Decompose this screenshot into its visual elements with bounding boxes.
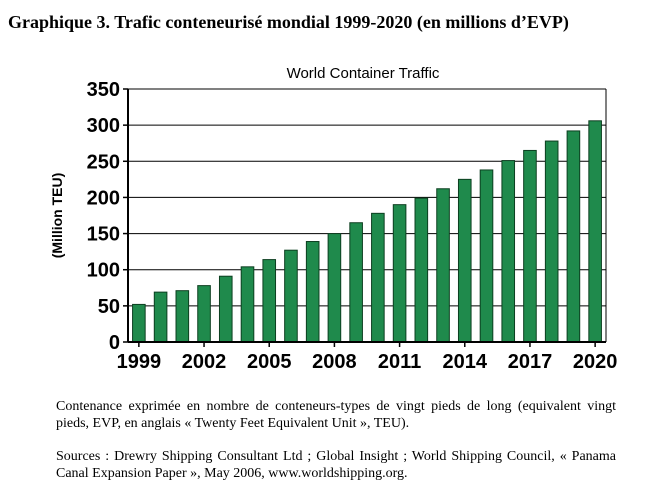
y-tick-label: 150 (87, 224, 120, 246)
bar-2013 (436, 188, 450, 343)
bar-2007 (305, 241, 320, 343)
bar-2006 (284, 249, 298, 343)
y-tick-label: 0 (109, 332, 120, 354)
y-axis-label: (Million TEU) (49, 173, 65, 259)
caption-units: Contenance exprimée en nombre de contene… (56, 399, 616, 431)
bar-2016 (501, 160, 516, 343)
bar-2009 (349, 222, 363, 343)
x-tick-label: 2005 (247, 351, 292, 373)
x-tick-label: 2020 (573, 351, 618, 373)
x-tick-labels: 1999 2002 2005 2008 2011 2014 2017 2020 (117, 342, 618, 373)
bar-2001 (175, 290, 190, 343)
bar-chart: World Container Traffic (Million TEU) 0 5… (49, 65, 618, 373)
bar-2003 (218, 275, 233, 343)
bar-2010 (371, 212, 385, 343)
bar-2000 (153, 291, 168, 343)
x-tick-label: 2011 (378, 351, 421, 373)
bar-2005 (262, 259, 277, 343)
y-tick-label: 350 (87, 79, 120, 101)
x-tick-label: 2014 (443, 351, 488, 373)
caption-sources: Sources : Drewry Shipping Consultant Ltd… (56, 449, 616, 481)
x-tick-label: 1999 (117, 351, 162, 373)
chart-title: World Container Traffic (287, 65, 440, 82)
bars (132, 120, 602, 343)
y-tick-label: 300 (87, 115, 120, 137)
figure-heading: Graphique 3. Trafic conteneurisé mondial… (8, 12, 569, 32)
bar-2019 (566, 130, 581, 343)
bar-2014 (457, 178, 472, 343)
bar-2008 (327, 233, 342, 343)
bar-2012 (414, 197, 429, 343)
y-tick-label: 50 (98, 296, 120, 318)
bar-2004 (240, 266, 255, 343)
chart-container: World Container Traffic (Million TEU) 0 5… (0, 52, 665, 387)
x-tick-label: 2002 (182, 351, 227, 373)
axes (127, 89, 607, 343)
bar-2002 (197, 285, 211, 343)
bar-1999 (132, 303, 146, 343)
bar-2011 (392, 204, 407, 343)
y-tick-label: 100 (87, 260, 120, 282)
bar-2017 (523, 149, 537, 343)
x-tick-label: 2017 (508, 351, 553, 373)
y-tick-label: 200 (87, 187, 120, 209)
bar-2020 (588, 120, 602, 343)
y-tick-label: 250 (87, 151, 120, 173)
x-tick-label: 2008 (312, 351, 357, 373)
bar-2015 (479, 169, 494, 343)
y-tick-labels: 0 50 100 150 200 250 300 350 (87, 79, 120, 354)
bar-2018 (544, 140, 559, 343)
